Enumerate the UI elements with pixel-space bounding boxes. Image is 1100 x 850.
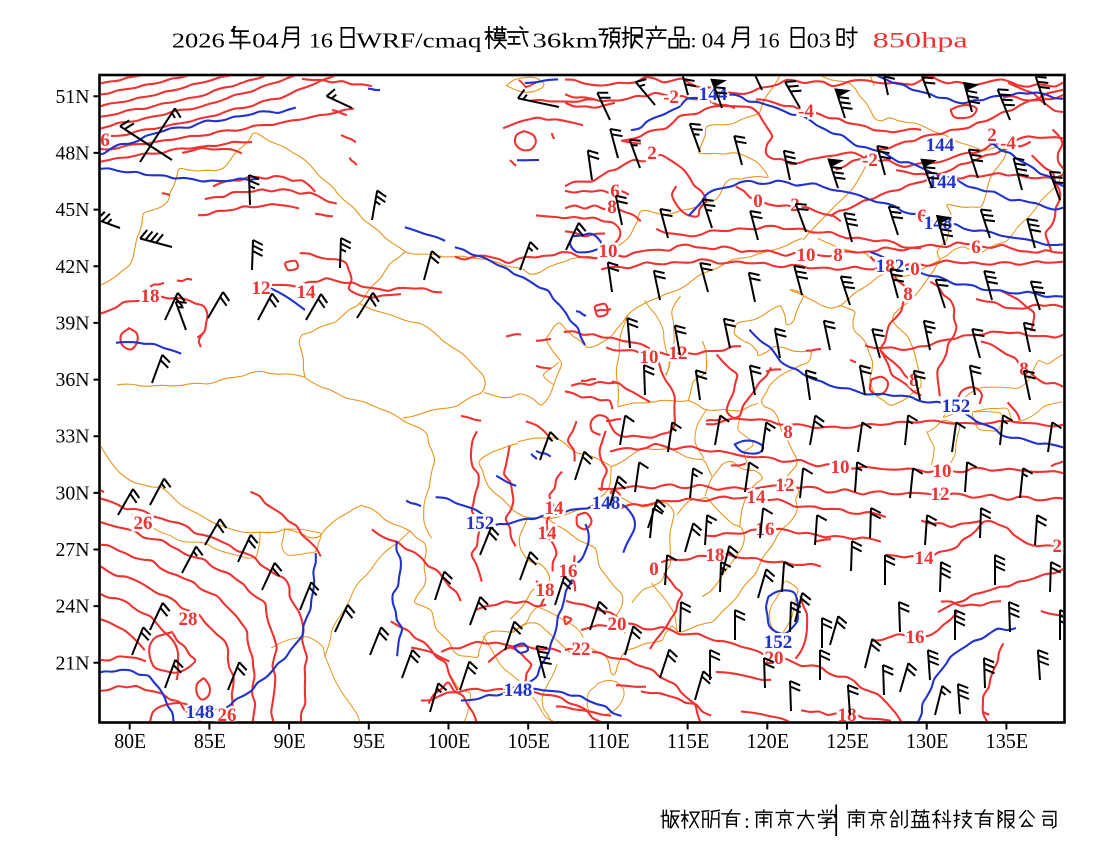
svg-text:12: 12 — [931, 484, 950, 505]
svg-text:18: 18 — [536, 580, 555, 601]
svg-text:120E: 120E — [747, 729, 790, 753]
svg-text:39N: 39N — [56, 312, 90, 334]
svg-text:135E: 135E — [986, 729, 1029, 753]
svg-text:8: 8 — [903, 284, 913, 305]
svg-text:90E: 90E — [274, 729, 306, 753]
svg-text:-2: -2 — [862, 150, 878, 171]
svg-text:144: 144 — [928, 172, 957, 193]
svg-text:12: 12 — [252, 278, 271, 299]
svg-text:10: 10 — [933, 461, 952, 482]
svg-text:27N: 27N — [56, 539, 90, 561]
svg-text:26: 26 — [134, 513, 153, 534]
svg-text:20: 20 — [608, 614, 627, 635]
svg-text:115E: 115E — [667, 729, 710, 753]
svg-text:85E: 85E — [194, 729, 226, 753]
svg-text:12: 12 — [776, 475, 795, 496]
svg-text:0: 0 — [910, 259, 920, 280]
svg-text:144: 144 — [926, 135, 955, 156]
svg-text:04: 04 — [702, 29, 725, 53]
svg-text:10: 10 — [797, 245, 816, 266]
svg-text:14: 14 — [545, 498, 565, 519]
svg-text:8: 8 — [885, 256, 895, 277]
svg-text:6: 6 — [917, 206, 927, 227]
svg-text::: : — [744, 809, 750, 833]
svg-text:28: 28 — [179, 609, 198, 630]
svg-text:125E: 125E — [826, 729, 869, 753]
svg-text:105E: 105E — [507, 729, 550, 753]
svg-text:6: 6 — [610, 181, 620, 202]
svg-text:42N: 42N — [56, 256, 90, 278]
svg-text:95E: 95E — [353, 729, 385, 753]
svg-text:8: 8 — [783, 422, 793, 443]
svg-text:14: 14 — [538, 523, 558, 544]
svg-text:14: 14 — [915, 548, 935, 569]
svg-text:0: 0 — [649, 559, 659, 580]
svg-text:36N: 36N — [56, 369, 90, 391]
svg-text:152: 152 — [764, 632, 793, 653]
svg-text:-4: -4 — [798, 101, 814, 122]
svg-text:18: 18 — [838, 705, 857, 726]
svg-text:2: 2 — [647, 143, 657, 164]
svg-text:04: 04 — [252, 29, 279, 53]
svg-text:10: 10 — [640, 347, 659, 368]
svg-text:6: 6 — [100, 130, 110, 151]
svg-text:16: 16 — [756, 519, 775, 540]
svg-text:148: 148 — [592, 493, 621, 514]
svg-text:14: 14 — [297, 282, 317, 303]
svg-text:22: 22 — [1053, 536, 1072, 557]
svg-text:-4: -4 — [1000, 133, 1016, 154]
svg-text:8: 8 — [833, 245, 843, 266]
svg-text:100E: 100E — [428, 729, 471, 753]
svg-text:80E: 80E — [114, 729, 146, 753]
svg-text:16: 16 — [758, 29, 780, 53]
svg-text:10: 10 — [599, 241, 618, 262]
svg-text:51N: 51N — [56, 86, 90, 108]
svg-text:8: 8 — [607, 197, 617, 218]
svg-text:110E: 110E — [587, 729, 630, 753]
svg-text:148: 148 — [504, 680, 533, 701]
svg-text:26: 26 — [218, 705, 237, 726]
svg-text::: : — [691, 29, 697, 53]
svg-text:-2: -2 — [663, 87, 679, 108]
svg-text:18: 18 — [706, 545, 725, 566]
svg-text:45N: 45N — [56, 199, 90, 221]
svg-text:2: 2 — [987, 125, 997, 146]
svg-text:152: 152 — [466, 513, 495, 534]
svg-text:22: 22 — [572, 639, 591, 660]
svg-text:152: 152 — [942, 396, 971, 417]
svg-text:12: 12 — [669, 343, 688, 364]
svg-text:30N: 30N — [56, 482, 90, 504]
svg-text:18: 18 — [141, 286, 160, 307]
svg-text:10: 10 — [831, 457, 850, 478]
svg-text:14: 14 — [747, 487, 767, 508]
svg-text:850hpa: 850hpa — [873, 28, 968, 53]
svg-text:03: 03 — [807, 29, 831, 53]
svg-text:16: 16 — [906, 627, 925, 648]
svg-text:21N: 21N — [56, 652, 90, 674]
svg-text:24N: 24N — [56, 596, 90, 618]
svg-text:48N: 48N — [56, 142, 90, 164]
svg-text:0: 0 — [753, 191, 763, 212]
svg-text:130E: 130E — [906, 729, 949, 753]
svg-text:36km: 36km — [533, 29, 599, 53]
svg-text:2026: 2026 — [172, 29, 225, 53]
svg-text:16: 16 — [309, 29, 333, 53]
svg-text:148: 148 — [186, 702, 215, 723]
svg-text:33N: 33N — [56, 426, 90, 448]
svg-text:6: 6 — [971, 237, 981, 258]
svg-text:WRF/cmaq: WRF/cmaq — [356, 29, 481, 53]
